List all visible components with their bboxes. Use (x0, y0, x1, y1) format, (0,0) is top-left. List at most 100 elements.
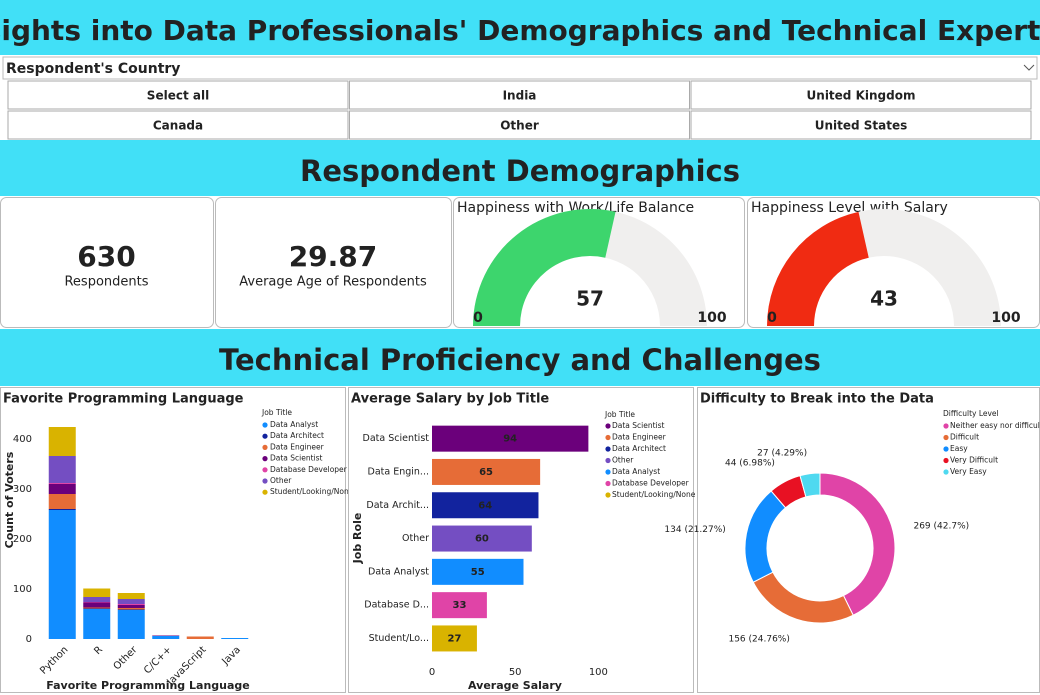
chart-title: Difficulty to Break into the Data (700, 392, 934, 407)
bar-segment (117, 604, 145, 605)
card-value: 29.87 (289, 240, 378, 273)
legend-marker (943, 446, 949, 452)
legend-label: Database Developer (270, 465, 348, 474)
legend-label: Data Architect (612, 444, 666, 453)
legend-marker (262, 433, 268, 439)
legend-marker (262, 489, 268, 495)
legend-title: Job Title (261, 408, 292, 417)
gauge-min: 0 (767, 310, 777, 326)
bar-segment (117, 609, 145, 610)
data-label: 27 (447, 633, 461, 644)
bar (432, 525, 532, 552)
legend-label: Other (612, 456, 634, 465)
slicer-option[interactable] (690, 80, 1032, 110)
chart-title: Average Salary by Job Title (351, 392, 549, 407)
slicer-option[interactable] (7, 80, 349, 110)
dropdown-chevron (1023, 64, 1035, 71)
bar-segment (117, 610, 145, 639)
bar-segment (48, 509, 76, 510)
bar (432, 425, 589, 452)
legend-label: Neither easy nor difficult (950, 421, 1040, 430)
y-tick-label: Database D... (364, 600, 429, 611)
x-tick-label: 100 (589, 667, 608, 678)
slicer-option[interactable] (349, 80, 690, 110)
slicer-dropdown[interactable] (2, 56, 1038, 80)
bar (432, 592, 487, 619)
x-tick-label: 50 (509, 667, 522, 678)
legend-title: Difficulty Level (943, 409, 999, 418)
header-band (0, 0, 1040, 55)
bar-segment (83, 608, 111, 609)
legend-label: Difficult (950, 433, 979, 442)
y-tick-label: 400 (13, 434, 32, 445)
bar-segment (48, 494, 76, 509)
bar-segment (48, 456, 76, 483)
bar-segment (48, 484, 76, 494)
bar-segment (83, 588, 111, 597)
slicer-option-label: Other (500, 119, 539, 133)
legend-label: Data Analyst (270, 420, 318, 429)
legend-marker (605, 457, 611, 464)
bar-segment (186, 636, 214, 639)
legend-marker (943, 457, 949, 464)
slicer-option-label: Select all (147, 89, 209, 103)
legend-label: Easy (950, 444, 968, 453)
legend-marker (262, 467, 268, 473)
legend-marker (262, 456, 268, 462)
y-tick-label: 300 (13, 484, 32, 495)
bar (432, 458, 541, 485)
y-tick-label: 0 (26, 634, 32, 645)
data-label: 60 (475, 534, 489, 545)
bar-segment (48, 483, 76, 484)
legend-marker (605, 434, 611, 441)
data-label: 27 (4.29%) (757, 448, 807, 458)
card-label: Average Age of Respondents (239, 275, 427, 290)
data-label: 156 (24.76%) (728, 635, 789, 645)
legend-marker (605, 469, 611, 475)
slicer-option-label: United Kingdom (807, 89, 916, 103)
gauge-max: 100 (697, 310, 726, 326)
bar-segment (221, 638, 249, 639)
slicer-option[interactable] (349, 110, 690, 140)
card (215, 197, 452, 328)
legend-label: Data Engineer (612, 433, 667, 442)
bar-segment (117, 599, 145, 604)
y-tick-label: 200 (13, 534, 32, 545)
slicer-option-label: Canada (153, 119, 203, 133)
legend-marker (262, 444, 268, 450)
slicer-option-label: India (503, 89, 537, 103)
bar-segment (83, 602, 111, 603)
chart-title: Favorite Programming Language (3, 392, 244, 407)
chart-title: Happiness with Work/Life Balance (457, 200, 694, 216)
gauge-min: 0 (473, 310, 483, 326)
bar-segment (152, 636, 180, 639)
bar-segment (48, 510, 76, 639)
page-title: Insights into Data Professionals' Demogr… (0, 14, 1040, 47)
bar-segment (117, 593, 145, 599)
bar (432, 625, 477, 652)
gauge-max: 100 (991, 310, 1020, 326)
y-axis-title: Job Role (351, 513, 364, 565)
gauge-value: 43 (870, 287, 898, 311)
data-label: 33 (452, 600, 466, 611)
legend-marker (605, 423, 611, 429)
bar-segment (83, 597, 111, 602)
legend-label: Data Engineer (270, 442, 325, 451)
y-axis-title: Count of Voters (3, 451, 16, 548)
legend-label: Other (270, 476, 292, 485)
legend-label: Student/Looking/None (270, 487, 354, 496)
legend-marker (943, 434, 949, 441)
chart-title: Happiness Level with Salary (751, 200, 948, 216)
data-label: 269 (42.7%) (913, 522, 969, 532)
y-tick-label: Data Engin... (368, 466, 429, 477)
legend-marker (605, 480, 611, 487)
section-band (0, 140, 1040, 196)
legend-marker (262, 422, 268, 428)
data-label: 65 (479, 467, 493, 478)
slicer-option[interactable] (7, 110, 349, 140)
bar-segment (117, 608, 145, 610)
bar-segment (152, 635, 180, 636)
slicer-option[interactable] (690, 110, 1032, 140)
legend-label: Very Easy (950, 467, 987, 476)
